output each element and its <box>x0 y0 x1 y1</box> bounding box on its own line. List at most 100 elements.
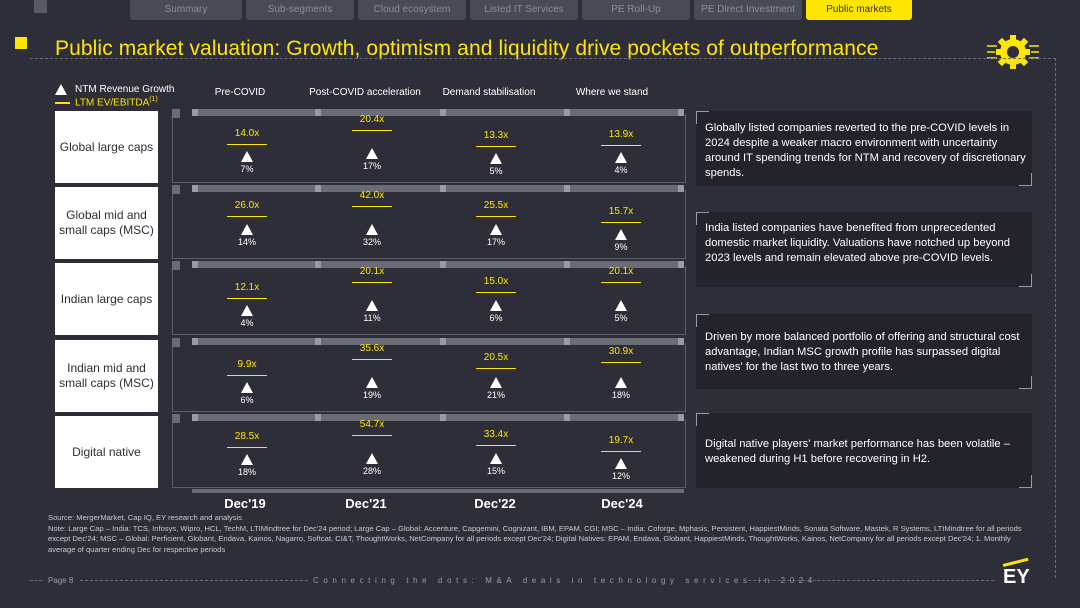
ev-ebitda-line <box>476 444 516 446</box>
footer-line-mid <box>80 580 308 581</box>
tab-listed-it-services[interactable]: Listed IT Services <box>470 0 578 20</box>
row-label: Digital native <box>55 416 158 488</box>
source-text: Source: MergerMarket, Cap IQ, EY researc… <box>48 513 243 522</box>
growth-value: 12% <box>611 471 630 481</box>
growth-value: 18% <box>237 466 256 477</box>
ev-ebitda-value: 12.1x <box>234 282 260 293</box>
x-axis-date: Dec'22 <box>474 496 516 511</box>
ev-ebitda-line <box>601 222 641 223</box>
ev-ebitda-value: 35.6x <box>359 343 385 354</box>
ev-ebitda-line <box>476 368 516 370</box>
tab-pe-direct-investment[interactable]: PE Direct Investment <box>694 0 802 20</box>
growth-triangle-icon <box>366 453 378 464</box>
ev-ebitda-value: 20.5x <box>483 352 509 364</box>
growth-triangle-icon <box>615 300 627 311</box>
growth-triangle-icon <box>615 458 627 469</box>
note-text: Note: Large Cap – India: TCS, Infosys, W… <box>48 523 1022 554</box>
column-header: Demand stabilisation <box>442 87 536 98</box>
panel-bar <box>192 489 684 493</box>
panel-bar <box>192 261 684 268</box>
growth-triangle-icon <box>615 151 627 163</box>
commentary-box: Globally listed companies reverted to th… <box>696 111 1032 186</box>
panel-corner <box>172 185 180 194</box>
ev-ebitda-line <box>352 435 392 436</box>
panel-corner <box>172 338 180 347</box>
growth-value: 9% <box>614 242 628 252</box>
row-panel <box>172 266 686 335</box>
footer-tagline: Connecting the dots: M&A deals in techno… <box>313 576 817 585</box>
row-panel <box>172 343 686 412</box>
corner-decoration <box>34 0 47 13</box>
ev-ebitda-line <box>352 282 392 283</box>
ey-logo: EY <box>1003 566 1030 588</box>
growth-triangle-icon <box>241 453 253 465</box>
growth-value: 6% <box>489 313 503 323</box>
ev-ebitda-value: 54.7x <box>359 419 385 430</box>
ev-ebitda-line <box>601 282 641 283</box>
commentary-text: Driven by more balanced portfolio of off… <box>705 331 1020 373</box>
panel-bar <box>192 338 684 345</box>
ev-ebitda-value: 33.4x <box>483 428 509 440</box>
row-label: Indian large caps <box>55 263 158 335</box>
column-header: Pre-COVID <box>214 87 266 98</box>
ev-ebitda-line <box>601 361 641 363</box>
panel-bar <box>192 414 684 421</box>
panel-bar <box>192 185 684 192</box>
ev-ebitda-value: 14.0x <box>234 128 260 140</box>
ev-ebitda-line <box>227 298 267 299</box>
ev-ebitda-line <box>227 144 267 146</box>
top-nav: Summary Sub-segments Cloud ecosystem Listed… <box>130 0 912 20</box>
growth-value: 17% <box>362 161 381 171</box>
tab-cloud-ecosystem[interactable]: Cloud ecosystem <box>358 0 466 20</box>
footer-line-right <box>748 580 994 581</box>
footer-line-left <box>30 580 42 581</box>
row-label: Global mid and small caps (MSC) <box>55 187 158 259</box>
ev-ebitda-line <box>476 146 516 147</box>
growth-triangle-icon <box>490 453 502 464</box>
growth-triangle-icon <box>241 382 253 393</box>
tab-summary[interactable]: Summary <box>130 0 242 20</box>
tab-public-markets[interactable]: Public markets <box>806 0 912 20</box>
ev-ebitda-line <box>352 359 392 360</box>
tab-sub-segments[interactable]: Sub-segments <box>246 0 354 20</box>
tab-pe-roll-up[interactable]: PE Roll-Up <box>582 0 690 20</box>
commentary-box: Driven by more balanced portfolio of off… <box>696 314 1032 389</box>
ev-ebitda-value: 20.1x <box>608 266 634 277</box>
ev-ebitda-value: 42.0x <box>359 190 385 201</box>
commentary-text: Globally listed companies reverted to th… <box>705 122 1026 179</box>
growth-value: 4% <box>614 164 628 175</box>
growth-value: 7% <box>240 164 254 175</box>
row-label: Indian mid and small caps (MSC) <box>55 340 158 412</box>
ev-ebitda-line <box>227 375 267 376</box>
growth-value: 5% <box>489 166 503 176</box>
growth-value: 18% <box>611 390 630 400</box>
growth-triangle-icon <box>490 377 502 388</box>
growth-value: 28% <box>362 466 381 476</box>
ev-ebitda-line <box>352 130 392 131</box>
ev-ebitda-value: 26.0x <box>234 199 260 211</box>
growth-value: 14% <box>237 237 256 247</box>
growth-triangle-icon <box>241 305 253 316</box>
column-header: Post-COVID acceleration <box>309 87 421 98</box>
row-panel <box>172 419 686 488</box>
x-axis-date: Dec'19 <box>224 496 266 511</box>
ev-ebitda-value: 15.0x <box>483 276 509 288</box>
panel-corner <box>172 109 180 118</box>
column-header: Where we stand <box>575 87 649 98</box>
growth-triangle-icon <box>366 148 378 159</box>
growth-value: 5% <box>614 313 628 323</box>
ev-ebitda-line <box>476 292 516 294</box>
legend: NTM Revenue Growth LTM EV/EBITDA(1) <box>55 83 174 109</box>
x-axis-date: Dec'24 <box>601 496 643 511</box>
commentary-text: India listed companies have benefited fr… <box>705 222 1010 264</box>
legend-growth-label: NTM Revenue Growth <box>75 84 175 95</box>
row-panel <box>172 190 686 259</box>
ev-ebitda-line <box>352 206 392 207</box>
frame-top <box>30 58 1056 59</box>
ev-ebitda-value: 13.9x <box>608 128 634 140</box>
line-icon <box>55 101 70 104</box>
row-panel <box>172 114 686 183</box>
ev-ebitda-value: 28.5x <box>234 430 260 442</box>
growth-triangle-icon <box>615 229 627 240</box>
growth-triangle-icon <box>490 153 502 164</box>
